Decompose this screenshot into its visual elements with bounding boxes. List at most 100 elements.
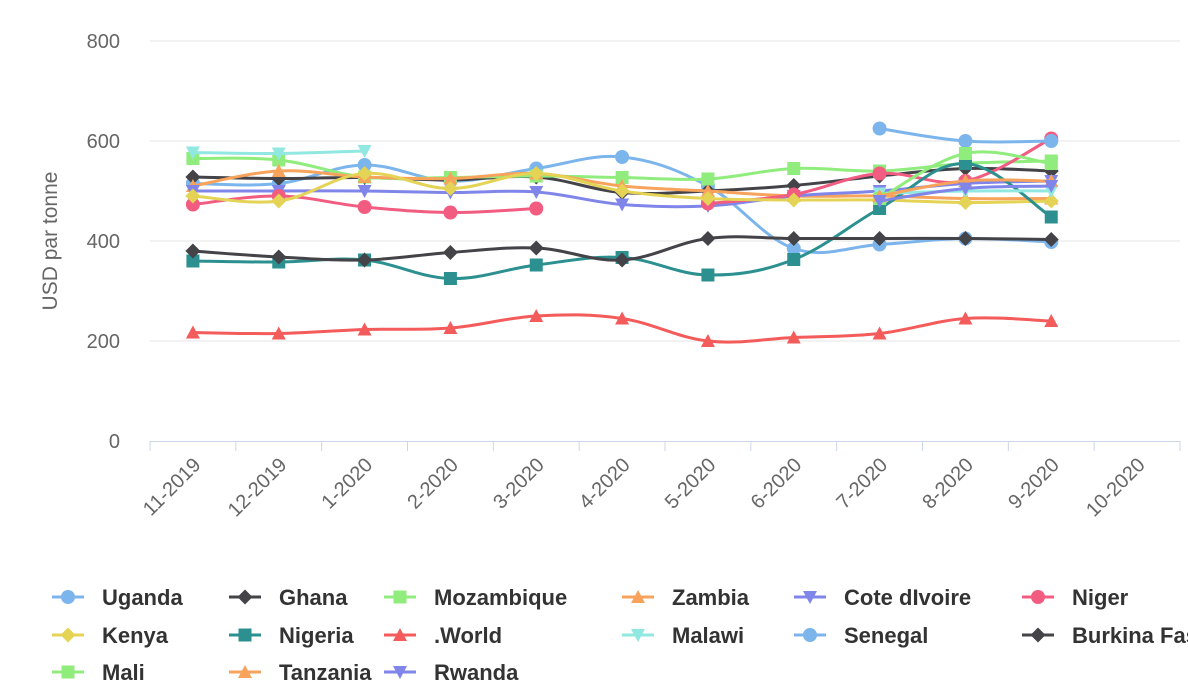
data-point-world[interactable] — [615, 311, 630, 325]
data-point-cote-divoire[interactable] — [529, 186, 544, 199]
legend-marker — [61, 590, 75, 604]
legend-marker — [631, 590, 645, 603]
data-point-ghana[interactable] — [185, 169, 201, 185]
legend-item-zambia[interactable]: Zambia — [622, 585, 750, 610]
data-point-zambia[interactable] — [271, 164, 286, 177]
data-point-niger[interactable] — [185, 197, 200, 212]
data-point-kenya[interactable] — [185, 188, 201, 204]
data-point-nigeria[interactable] — [443, 272, 457, 285]
data-point-mali[interactable] — [1044, 157, 1058, 170]
data-point-world[interactable] — [443, 321, 458, 334]
data-point-uganda[interactable] — [786, 241, 801, 256]
data-point-cote-divoire[interactable] — [615, 198, 630, 212]
data-point-mali[interactable] — [958, 147, 972, 160]
data-point-world[interactable] — [271, 326, 286, 340]
legend-item-rwanda[interactable]: Rwanda — [384, 660, 519, 685]
data-point-world[interactable] — [529, 309, 544, 322]
data-point-rwanda[interactable] — [872, 195, 887, 208]
legend-label: Burkina Faso — [1072, 623, 1188, 648]
data-point-mozambique[interactable] — [787, 162, 801, 175]
data-point-mozambique[interactable] — [615, 171, 629, 184]
legend-label: Rwanda — [434, 660, 519, 685]
data-point-nigeria[interactable] — [787, 253, 801, 266]
legend-item-malawi[interactable]: Malawi — [622, 623, 744, 648]
data-point-niger[interactable] — [872, 166, 887, 181]
data-point-world[interactable] — [786, 330, 801, 344]
data-point-world[interactable] — [958, 311, 973, 325]
legend-item-niger[interactable]: Niger — [1022, 585, 1129, 610]
legend-item-mali[interactable]: Mali — [52, 660, 145, 685]
data-point-kenya[interactable] — [442, 181, 458, 196]
legend-item-world[interactable]: .World — [384, 623, 502, 648]
data-point-niger[interactable] — [529, 201, 544, 216]
data-point-uganda[interactable] — [357, 158, 372, 172]
data-point-burkina-faso[interactable] — [528, 240, 544, 256]
data-point-kenya[interactable] — [528, 166, 544, 181]
legend-item-burkina-faso[interactable]: Burkina Faso — [1022, 623, 1188, 648]
legend-marker — [61, 665, 75, 679]
legend-item-tanzania[interactable]: Tanzania — [229, 660, 372, 685]
data-point-senegal[interactable] — [872, 121, 887, 136]
data-point-malawi[interactable] — [271, 147, 286, 161]
legend-label: Uganda — [102, 585, 183, 610]
data-point-kenya[interactable] — [614, 183, 630, 199]
y-axis-title: USD par tonne — [39, 172, 62, 311]
x-tick-label: 3-2020 — [489, 454, 549, 514]
data-point-nigeria[interactable] — [701, 268, 715, 282]
data-point-niger[interactable] — [357, 200, 372, 214]
data-point-uganda[interactable] — [615, 150, 630, 164]
data-point-burkina-faso[interactable] — [185, 243, 201, 259]
data-point-kenya[interactable] — [357, 166, 373, 181]
data-point-world[interactable] — [872, 326, 887, 340]
x-tick-label: 7-2020 — [833, 454, 893, 514]
legend-item-nigeria[interactable]: Nigeria — [229, 623, 354, 648]
data-point-nigeria[interactable] — [873, 202, 887, 215]
data-point-world[interactable] — [700, 334, 715, 347]
x-tick-label: 10-2020 — [1082, 454, 1149, 521]
data-point-nigeria[interactable] — [529, 258, 543, 272]
data-point-kenya[interactable] — [957, 195, 973, 210]
data-point-burkina-faso[interactable] — [957, 231, 973, 246]
legend-marker — [238, 665, 252, 678]
data-point-world[interactable] — [185, 325, 200, 339]
data-point-mozambique[interactable] — [701, 172, 715, 186]
series-world — [185, 309, 1059, 347]
data-point-world[interactable] — [357, 322, 372, 336]
legend-item-mozambique[interactable]: Mozambique — [384, 585, 567, 610]
data-point-nigeria[interactable] — [186, 254, 200, 268]
data-point-nigeria[interactable] — [1044, 210, 1058, 224]
legend-item-cote-divoire[interactable]: Cote dIvoire — [794, 585, 971, 610]
data-point-rwanda[interactable] — [958, 182, 973, 196]
data-point-zambia[interactable] — [700, 184, 715, 197]
data-point-senegal[interactable] — [958, 134, 973, 148]
data-point-kenya[interactable] — [1043, 193, 1059, 209]
legend: Uganda Ghana Mozambique Zambia Cote dIvoire N… — [52, 585, 1188, 685]
data-point-malawi[interactable] — [357, 145, 372, 158]
data-point-burkina-faso[interactable] — [357, 252, 373, 268]
data-point-zambia[interactable] — [443, 171, 458, 185]
legend-item-uganda[interactable]: Uganda — [52, 585, 183, 610]
data-point-niger[interactable] — [443, 205, 458, 220]
data-point-burkina-faso[interactable] — [614, 252, 630, 268]
legend-marker — [803, 591, 817, 604]
data-point-world[interactable] — [1044, 314, 1059, 327]
data-point-burkina-faso[interactable] — [442, 245, 458, 260]
legend-marker — [393, 666, 407, 679]
data-point-burkina-faso[interactable] — [271, 249, 287, 265]
legend-item-kenya[interactable]: Kenya — [52, 623, 169, 648]
data-point-burkina-faso[interactable] — [872, 231, 888, 246]
data-point-senegal[interactable] — [1044, 134, 1059, 148]
data-point-nigeria[interactable] — [958, 157, 972, 170]
legend-item-ghana[interactable]: Ghana — [229, 585, 348, 610]
data-point-burkina-faso[interactable] — [700, 231, 716, 246]
data-point-malawi[interactable] — [185, 146, 200, 160]
data-point-kenya[interactable] — [786, 192, 802, 208]
legend-item-senegal[interactable]: Senegal — [794, 623, 928, 648]
data-point-burkina-faso[interactable] — [786, 231, 802, 246]
data-point-rwanda[interactable] — [1044, 180, 1059, 193]
data-point-kenya[interactable] — [700, 191, 716, 206]
data-point-cote-divoire[interactable] — [357, 185, 372, 198]
legend-label: Senegal — [844, 623, 928, 648]
data-point-burkina-faso[interactable] — [1043, 232, 1059, 247]
data-point-kenya[interactable] — [271, 193, 287, 209]
